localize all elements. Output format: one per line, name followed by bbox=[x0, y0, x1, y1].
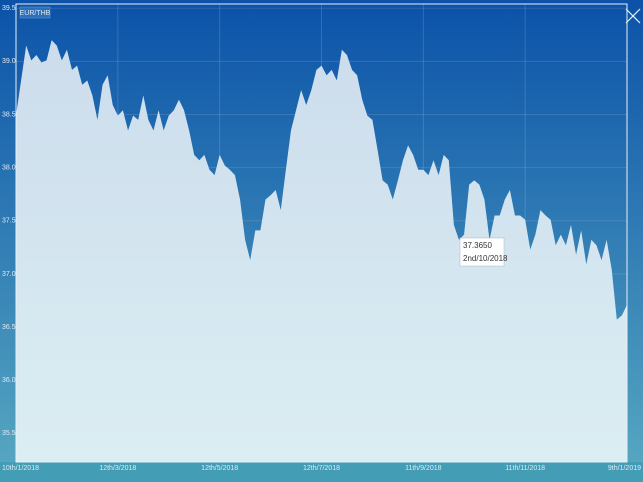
x-tick-label: 9th/1/2019 bbox=[608, 465, 641, 472]
x-tick-label: 10th/1/2018 bbox=[2, 465, 39, 472]
tooltip-value: 37.3650 bbox=[463, 241, 492, 250]
x-tick-label: 12th/3/2018 bbox=[99, 465, 136, 472]
y-tick-label: 36.0 bbox=[2, 377, 16, 384]
x-tick-label: 12th/7/2018 bbox=[303, 465, 340, 472]
x-tick-label: 11th/9/2018 bbox=[405, 465, 442, 472]
y-tick-label: 39.0 bbox=[2, 58, 16, 65]
area bbox=[16, 40, 627, 462]
x-tick-label: 11th/11/2018 bbox=[505, 465, 545, 472]
y-tick-label: 35.5 bbox=[2, 430, 16, 437]
y-tick-label: 38.0 bbox=[2, 164, 16, 171]
y-tick-label: 38.5 bbox=[2, 111, 16, 118]
close-button[interactable] bbox=[625, 8, 641, 24]
title-box bbox=[19, 6, 51, 19]
y-tick-label: 39.5 bbox=[2, 5, 16, 12]
x-tick-label: 12th/5/2018 bbox=[201, 465, 238, 472]
y-tick-label: 37.0 bbox=[2, 271, 16, 278]
plot-frame bbox=[15, 3, 628, 463]
chart-title: EUR/THB bbox=[20, 10, 51, 17]
tooltip bbox=[459, 237, 505, 267]
y-tick-label: 37.5 bbox=[2, 218, 16, 225]
close-icon[interactable] bbox=[625, 8, 641, 24]
y-tick-label: 36.5 bbox=[2, 324, 16, 331]
x-axis-strip bbox=[0, 462, 643, 482]
tooltip-date: 2nd/10/2018 bbox=[463, 254, 508, 263]
